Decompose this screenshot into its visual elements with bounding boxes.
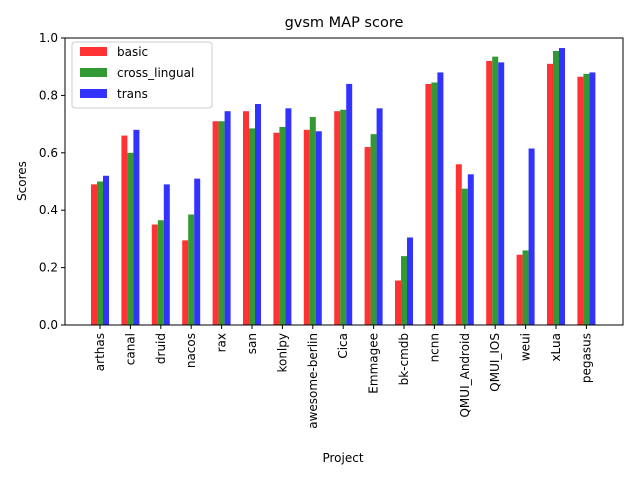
bar-cross_lingual-druid <box>157 220 164 325</box>
plot-area <box>91 48 596 326</box>
legend-label-trans: trans <box>117 87 148 101</box>
bar-basic-QMUI_Android <box>455 164 462 325</box>
y-tick-label: 0.6 <box>39 146 58 160</box>
bar-trans-rax <box>224 111 231 325</box>
bar-basic-konlpy <box>273 132 280 325</box>
bar-trans-konlpy <box>285 108 292 325</box>
x-tick-label-rax: rax <box>215 333 229 352</box>
y-tick-label: 0.2 <box>39 261 58 275</box>
bar-cross_lingual-canal <box>127 152 134 325</box>
bar-basic-druid <box>151 224 158 325</box>
y-tick-label: 0.0 <box>39 318 58 332</box>
bar-cross_lingual-Cica <box>340 109 347 325</box>
bar-trans-ncnn <box>437 72 444 325</box>
bar-cross_lingual-konlpy <box>279 126 286 325</box>
legend-swatch-basic <box>80 47 107 56</box>
x-tick-label-san: san <box>245 333 259 354</box>
bar-trans-arthas <box>103 175 109 325</box>
bar-cross_lingual-QMUI_Android <box>461 188 468 325</box>
bar-trans-san <box>255 104 261 325</box>
bar-basic-rax <box>212 121 219 325</box>
bar-basic-xLua <box>547 63 553 325</box>
bar-cross_lingual-bk-cmdb <box>401 256 407 325</box>
bar-cross_lingual-nacos <box>188 214 195 325</box>
bar-basic-san <box>243 111 249 325</box>
bar-trans-xLua <box>559 48 565 326</box>
bar-cross_lingual-pegasus <box>583 73 590 326</box>
bar-basic-pegasus <box>577 76 584 325</box>
bar-basic-Cica <box>334 111 341 325</box>
bar-trans-nacos <box>194 178 201 325</box>
bar-trans-weui <box>528 148 535 325</box>
chart-title: gvsm MAP score <box>285 15 404 31</box>
y-tick-label: 0.4 <box>39 203 58 217</box>
bar-trans-canal <box>133 129 140 325</box>
bar-basic-nacos <box>182 240 189 325</box>
x-axis-label: Project <box>322 451 363 465</box>
y-axis: 0.0 0.2 0.4 0.6 0.8 1.0 <box>39 31 65 332</box>
bar-trans-QMUI_IOS <box>498 62 505 325</box>
bar-basic-ncnn <box>425 83 432 325</box>
bar-trans-QMUI_Android <box>467 174 474 325</box>
y-tick-label: 1.0 <box>39 31 58 45</box>
x-tick-label-druid: druid <box>154 333 168 364</box>
x-tick-label-weui: weui <box>519 333 533 361</box>
bar-trans-bk-cmdb <box>407 237 413 325</box>
axes-frame <box>64 37 624 326</box>
bar-cross_lingual-QMUI_IOS <box>492 56 499 326</box>
x-tick-label-QMUI_Android: QMUI_Android <box>458 333 472 418</box>
bar-basic-bk-cmdb <box>395 280 401 325</box>
y-tick-label: 0.8 <box>39 88 58 102</box>
bar-trans-druid <box>163 184 170 325</box>
y-axis-label: Scores <box>15 161 29 201</box>
bar-basic-QMUI_IOS <box>486 60 493 326</box>
bar-cross_lingual-Emmagee <box>370 134 377 325</box>
x-axis: arthas canal druid nacos rax san konlpy awesome… <box>93 325 593 429</box>
bar-cross_lingual-awesome-berlin <box>309 116 316 326</box>
x-tick-label-QMUI_IOS: QMUI_IOS <box>488 333 502 392</box>
x-tick-label-konlpy: konlpy <box>275 333 289 373</box>
x-tick-label-awesome-berlin: awesome-berlin <box>306 333 320 429</box>
bar-basic-arthas <box>91 184 97 325</box>
bar-cross_lingual-weui <box>522 250 529 325</box>
bar-cross_lingual-san <box>249 128 255 325</box>
bar-trans-Cica <box>346 83 353 325</box>
bar-basic-canal <box>121 135 128 325</box>
bar-cross_lingual-arthas <box>97 181 103 325</box>
x-tick-label-xLua: xLua <box>549 333 563 362</box>
bar-cross_lingual-rax <box>218 121 225 325</box>
bar-basic-awesome-berlin <box>303 129 310 325</box>
legend-swatch-trans <box>80 89 107 98</box>
x-tick-label-pegasus: pegasus <box>579 333 593 383</box>
legend-label-cross_lingual: cross_lingual <box>117 66 194 80</box>
legend-swatch-cross_lingual <box>80 68 107 77</box>
x-tick-label-canal: canal <box>123 333 137 365</box>
bar-cross_lingual-ncnn <box>431 82 438 326</box>
bar-cross_lingual-xLua <box>553 50 559 326</box>
x-tick-label-arthas: arthas <box>93 333 107 371</box>
bar-trans-pegasus <box>589 72 596 325</box>
x-tick-label-Emmagee: Emmagee <box>367 333 381 394</box>
legend-label-basic: basic <box>117 45 148 59</box>
x-tick-label-Cica: Cica <box>336 333 350 359</box>
x-tick-label-nacos: nacos <box>184 333 198 368</box>
bar-trans-Emmagee <box>376 108 383 325</box>
bar-trans-awesome-berlin <box>315 131 322 325</box>
bar-basic-Emmagee <box>364 147 371 325</box>
bar-basic-weui <box>516 254 523 325</box>
x-tick-label-bk-cmdb: bk-cmdb <box>397 333 411 385</box>
x-tick-label-ncnn: ncnn <box>427 333 441 362</box>
